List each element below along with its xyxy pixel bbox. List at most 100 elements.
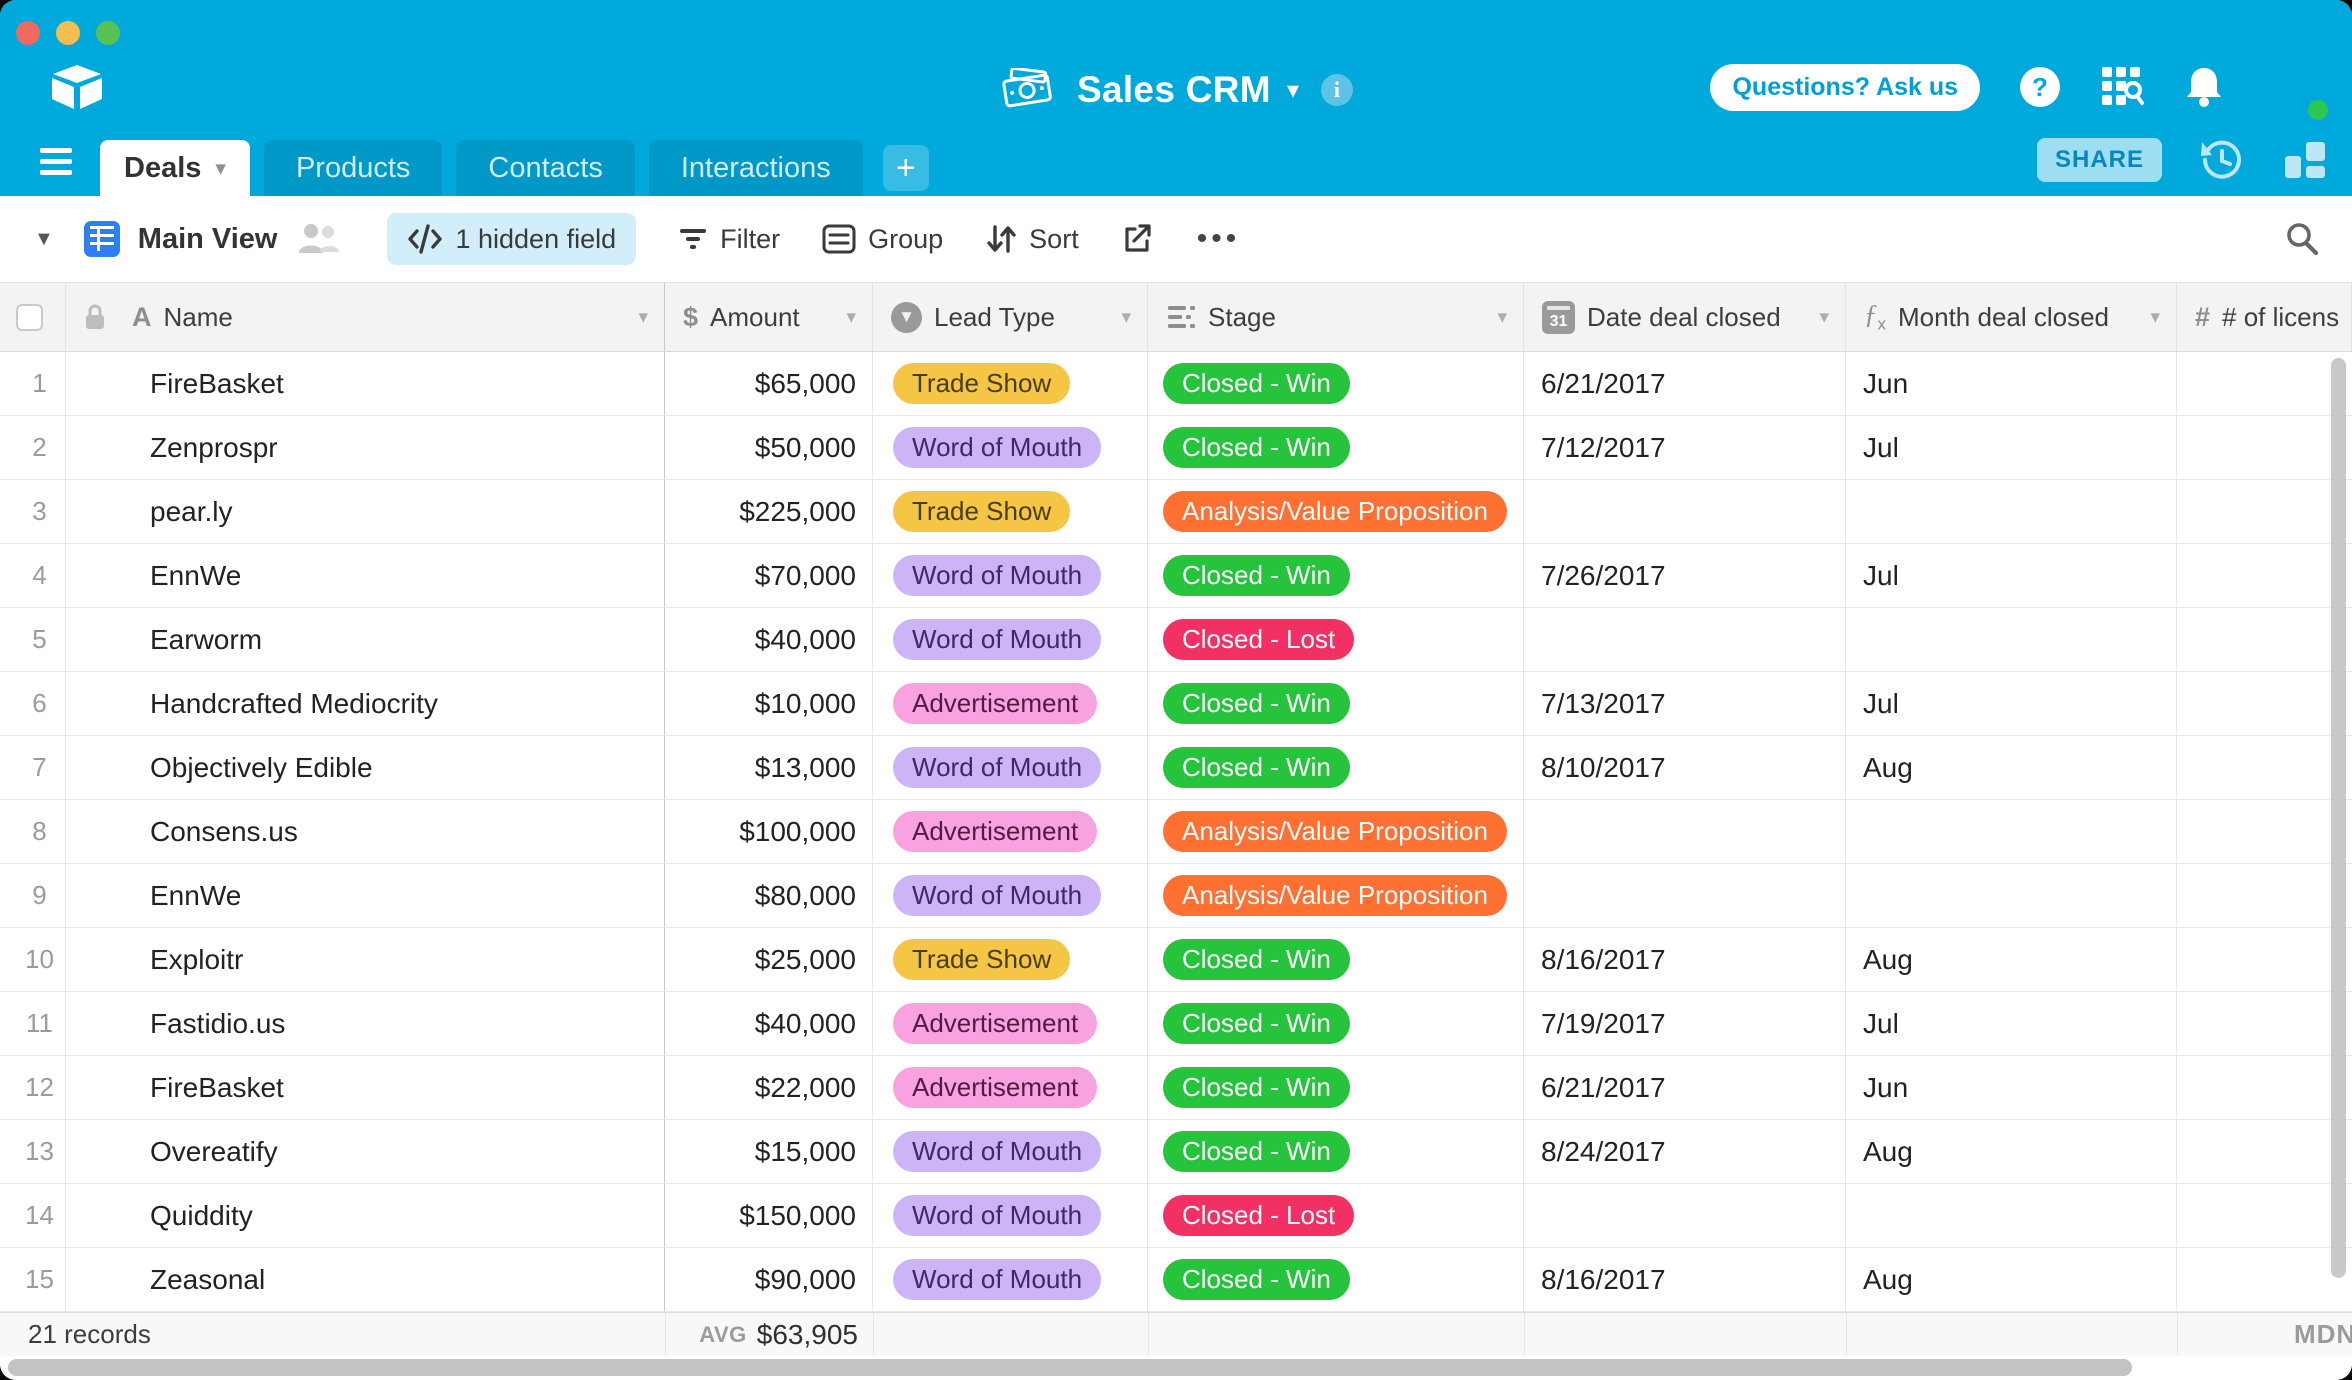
ask-us-button[interactable]: Questions? Ask us	[1710, 63, 1980, 111]
cell-date-deal-closed[interactable]	[1524, 480, 1846, 543]
cell-stage[interactable]: Closed - Win	[1148, 544, 1524, 607]
cell-lead-type[interactable]: Trade Show	[873, 928, 1148, 991]
cell-lead-type[interactable]: Word of Mouth	[873, 1248, 1148, 1311]
bell-icon[interactable]	[2184, 65, 2224, 109]
sort-button[interactable]: Sort	[985, 223, 1079, 255]
cell-month-deal-closed[interactable]	[1846, 1184, 2177, 1247]
help-icon[interactable]: ?	[2020, 67, 2060, 107]
cell-stage[interactable]: Closed - Lost	[1148, 1184, 1524, 1247]
row-number[interactable]: 9	[0, 864, 66, 927]
column-header-lead[interactable]: ▼ Lead Type ▾	[873, 283, 1148, 351]
column-header-stage[interactable]: Stage ▾	[1148, 283, 1524, 351]
cell-month-deal-closed[interactable]: Aug	[1846, 1248, 2177, 1311]
cell-licenses[interactable]	[2177, 1184, 2352, 1247]
row-number[interactable]: 3	[0, 480, 66, 543]
hidden-fields-button[interactable]: 1 hidden field	[387, 213, 637, 265]
column-menu-caret-icon[interactable]: ▾	[1121, 306, 1131, 328]
cell-name[interactable]: Earworm	[66, 608, 665, 671]
cell-amount[interactable]: $225,000	[665, 480, 873, 543]
cell-licenses[interactable]	[2177, 608, 2352, 671]
tab-contacts[interactable]: Contacts	[456, 140, 635, 196]
column-menu-caret-icon[interactable]: ▾	[1497, 306, 1507, 328]
history-icon[interactable]	[2200, 138, 2244, 182]
cell-month-deal-closed[interactable]: Aug	[1846, 1120, 2177, 1183]
cell-licenses[interactable]	[2177, 1056, 2352, 1119]
cell-lead-type[interactable]: Word of Mouth	[873, 1184, 1148, 1247]
row-number[interactable]: 11	[0, 992, 66, 1055]
cell-month-deal-closed[interactable]: Jun	[1846, 1056, 2177, 1119]
row-number[interactable]: 12	[0, 1056, 66, 1119]
cell-stage[interactable]: Closed - Win	[1148, 992, 1524, 1055]
cell-licenses[interactable]	[2177, 1248, 2352, 1311]
horizontal-scrollbar[interactable]	[8, 1359, 2132, 1376]
cell-licenses[interactable]	[2177, 992, 2352, 1055]
cell-licenses[interactable]	[2177, 928, 2352, 991]
cell-date-deal-closed[interactable]: 7/19/2017	[1524, 992, 1846, 1055]
cell-lead-type[interactable]: Word of Mouth	[873, 544, 1148, 607]
cell-date-deal-closed[interactable]: 8/24/2017	[1524, 1120, 1846, 1183]
cell-lead-type[interactable]: Trade Show	[873, 480, 1148, 543]
cell-name[interactable]: Handcrafted Mediocrity	[66, 672, 665, 735]
cell-lead-type[interactable]: Advertisement	[873, 672, 1148, 735]
column-header-name[interactable]: A Name ▾	[66, 283, 665, 351]
cell-date-deal-closed[interactable]: 7/12/2017	[1524, 416, 1846, 479]
row-number[interactable]: 13	[0, 1120, 66, 1183]
cell-lead-type[interactable]: Trade Show	[873, 352, 1148, 415]
cell-stage[interactable]: Analysis/Value Proposition	[1148, 800, 1524, 863]
cell-month-deal-closed[interactable]	[1846, 800, 2177, 863]
cell-amount[interactable]: $15,000	[665, 1120, 873, 1183]
cell-date-deal-closed[interactable]	[1524, 608, 1846, 671]
cell-month-deal-closed[interactable]	[1846, 480, 2177, 543]
cell-licenses[interactable]	[2177, 352, 2352, 415]
share-view-button[interactable]	[1121, 223, 1153, 255]
cell-name[interactable]: Consens.us	[66, 800, 665, 863]
cell-licenses[interactable]	[2177, 480, 2352, 543]
more-options-button[interactable]: •••	[1196, 222, 1241, 255]
cell-name[interactable]: FireBasket	[66, 1056, 665, 1119]
cell-name[interactable]: FireBasket	[66, 352, 665, 415]
cell-name[interactable]: EnnWe	[66, 544, 665, 607]
cell-licenses[interactable]	[2177, 736, 2352, 799]
cell-stage[interactable]: Closed - Win	[1148, 736, 1524, 799]
cell-amount[interactable]: $65,000	[665, 352, 873, 415]
cell-date-deal-closed[interactable]	[1524, 800, 1846, 863]
row-number[interactable]: 6	[0, 672, 66, 735]
column-header-amount[interactable]: $ Amount ▾	[665, 283, 873, 351]
cell-date-deal-closed[interactable]: 8/16/2017	[1524, 928, 1846, 991]
row-number[interactable]: 7	[0, 736, 66, 799]
cell-stage[interactable]: Analysis/Value Proposition	[1148, 864, 1524, 927]
row-number[interactable]: 4	[0, 544, 66, 607]
cell-name[interactable]: Quiddity	[66, 1184, 665, 1247]
cell-stage[interactable]: Closed - Win	[1148, 1120, 1524, 1183]
view-name[interactable]: Main View	[137, 222, 278, 255]
cell-amount[interactable]: $70,000	[665, 544, 873, 607]
blocks-icon[interactable]	[2282, 138, 2328, 182]
column-menu-caret-icon[interactable]: ▾	[2150, 306, 2160, 328]
cell-stage[interactable]: Closed - Win	[1148, 352, 1524, 415]
tab-products[interactable]: Products	[263, 140, 443, 196]
cell-lead-type[interactable]: Advertisement	[873, 800, 1148, 863]
cell-amount[interactable]: $13,000	[665, 736, 873, 799]
cell-stage[interactable]: Closed - Win	[1148, 928, 1524, 991]
cell-name[interactable]: EnnWe	[66, 864, 665, 927]
cell-licenses[interactable]	[2177, 672, 2352, 735]
cell-name[interactable]: Overeatify	[66, 1120, 665, 1183]
share-button[interactable]: SHARE	[2036, 138, 2162, 182]
cell-date-deal-closed[interactable]	[1524, 1184, 1846, 1247]
column-header-date[interactable]: 31 Date deal closed ▾	[1524, 283, 1846, 351]
cell-name[interactable]: Zeasonal	[66, 1248, 665, 1311]
base-title-group[interactable]: Sales CRM ▾ i	[0, 60, 2352, 120]
column-menu-caret-icon[interactable]: ▾	[846, 306, 856, 328]
cell-lead-type[interactable]: Word of Mouth	[873, 736, 1148, 799]
cell-date-deal-closed[interactable]: 6/21/2017	[1524, 1056, 1846, 1119]
column-menu-caret-icon[interactable]: ▾	[638, 306, 648, 328]
row-number[interactable]: 8	[0, 800, 66, 863]
row-number[interactable]: 1	[0, 352, 66, 415]
column-header-licenses[interactable]: # # of licens	[2177, 283, 2352, 351]
group-button[interactable]: Group	[822, 223, 943, 255]
cell-month-deal-closed[interactable]: Jun	[1846, 352, 2177, 415]
cell-month-deal-closed[interactable]	[1846, 608, 2177, 671]
title-dropdown-caret-icon[interactable]: ▾	[1286, 76, 1299, 104]
select-all-cell[interactable]	[0, 283, 66, 351]
cell-month-deal-closed[interactable]: Jul	[1846, 416, 2177, 479]
